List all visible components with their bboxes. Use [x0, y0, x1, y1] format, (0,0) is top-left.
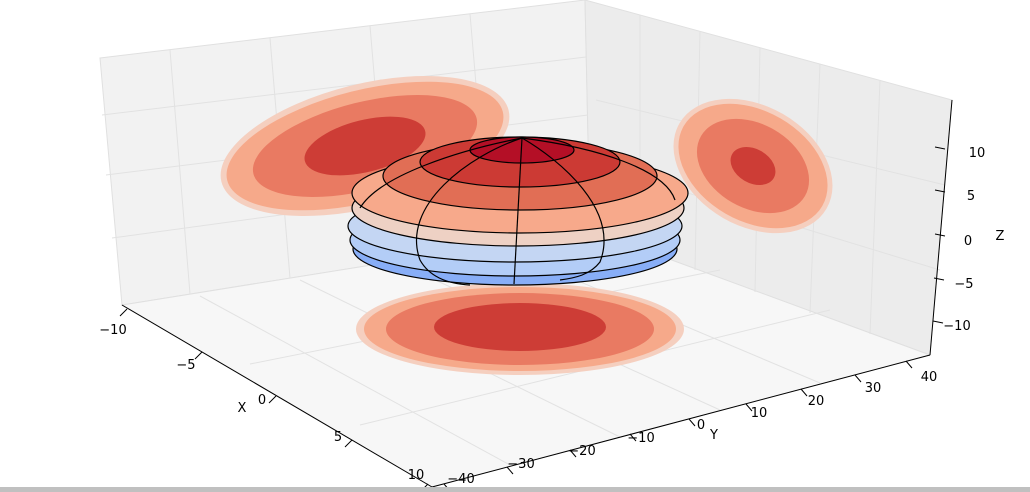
x-tick-label: −5: [176, 358, 195, 373]
x-axis-label: X: [238, 401, 247, 416]
z-tick-label: −10: [943, 319, 970, 334]
y-tick-label: 10: [751, 406, 768, 421]
y-tick-label: −10: [627, 431, 654, 446]
contour-floor: [356, 283, 684, 375]
z-axis-label: Z: [996, 229, 1005, 244]
z-tick-label: 10: [969, 146, 986, 161]
y-axis-label: Y: [709, 428, 718, 443]
x-tick-label: 5: [334, 430, 342, 445]
y-tick-label: 0: [697, 418, 705, 433]
contour-y-wall: [673, 98, 833, 234]
x-tick-label: 10: [408, 468, 425, 483]
x-tick-label: −10: [99, 323, 126, 338]
z-tick-label: −5: [954, 277, 973, 292]
z-axis: 10 5 0 −5 −10 Z: [929, 99, 1005, 356]
y-tick-label: −30: [507, 457, 534, 472]
ellipsoid-surface: [347, 136, 689, 286]
y-tick-label: −40: [447, 472, 474, 487]
y-tick-label: 30: [865, 381, 882, 396]
x-axis: −10 −5 0 5 10 X: [99, 304, 433, 492]
z-tick-label: 5: [967, 189, 975, 204]
window-bottom-edge: [0, 487, 1030, 492]
y-tick-label: 40: [921, 370, 938, 385]
y-tick-label: −20: [568, 444, 595, 459]
y-tick-label: 20: [808, 394, 825, 409]
y-axis: −40 −30 −20 −10 0 10 20 30 40 Y: [431, 354, 938, 492]
x-tick-label: 0: [258, 393, 266, 408]
z-tick-label: 0: [964, 234, 972, 249]
